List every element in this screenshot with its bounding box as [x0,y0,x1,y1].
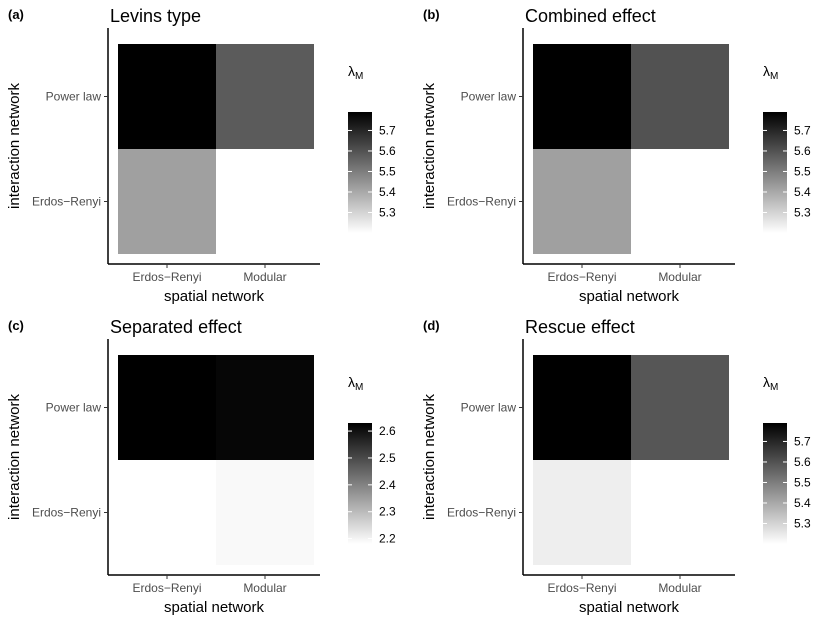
heatmap-cell [631,149,729,254]
legend-tick-label: 2.2 [379,532,396,546]
x-axis-title: spatial network [164,599,265,616]
legend-tick-label: 5.5 [794,164,811,178]
legend-tick-label: 5.7 [794,123,811,137]
y-axis-title: interaction network [421,394,438,520]
heatmap-cell [118,149,216,254]
legend-tick-label: 5.3 [794,516,811,530]
legend-tick-label: 5.6 [379,144,396,158]
chart-panel-d: Erdos−Renyi Power law Erdos−Renyi Modular (d… [421,317,811,616]
y-tick-label: Erdos−Renyi [32,506,101,520]
y-tick-label: Power law [46,401,102,415]
heatmap-cell [118,44,216,149]
heatmap-cell [631,44,729,149]
legend-tick-label: 5.3 [794,205,811,219]
heatmap-cell [631,355,729,460]
x-tick-label: Modular [243,270,286,284]
panel-d: Erdos−Renyi Power law Erdos−Renyi Modular (d… [415,311,830,622]
legend-tick-label: 2.5 [379,451,396,465]
legend-tick-label: 5.7 [379,123,396,137]
legend-title: λM [763,63,778,82]
chart-panel-b: Erdos−Renyi Power law Erdos−Renyi Modular (b… [421,6,811,305]
x-axis-title: spatial network [579,599,680,616]
legend-tick-label: 5.5 [794,475,811,489]
legend-tick-label: 5.6 [794,144,811,158]
legend-tick-label: 2.4 [379,478,396,492]
heatmap-cell [533,149,631,254]
y-axis-title: interaction network [6,394,23,520]
panel-tag: (c) [8,318,24,333]
x-tick-label: Erdos−Renyi [547,581,616,595]
legend-tick-label: 5.3 [379,205,396,219]
legend-tick-label: 5.4 [794,185,811,199]
y-axis-title: interaction network [421,83,438,209]
y-tick-label: Power law [461,401,517,415]
heatmap-cell [631,460,729,565]
heatmap-cell [216,355,314,460]
legend-tick-label: 5.4 [379,185,396,199]
y-tick-label: Erdos−Renyi [447,506,516,520]
chart-title: Combined effect [525,6,656,26]
chart-title: Rescue effect [525,317,635,337]
legend-tick-label: 2.6 [379,424,396,438]
panel-b: Erdos−Renyi Power law Erdos−Renyi Modular (b… [415,0,830,311]
x-axis-title: spatial network [579,288,680,305]
legend-tick-label: 2.3 [379,505,396,519]
chart-title: Separated effect [110,317,242,337]
legend-tick-label: 5.7 [794,434,811,448]
legend-tick-label: 5.4 [794,496,811,510]
legend-title: λM [348,63,363,82]
legend-tick-label: 5.6 [794,455,811,469]
x-axis-title: spatial network [164,288,265,305]
y-tick-label: Power law [46,90,102,104]
panel-tag: (d) [423,318,440,333]
heatmap-cell [533,44,631,149]
heatmap-cell [118,460,216,565]
chart-panel-a: Erdos−Renyi Power law Erdos−Renyi Modular (a… [6,6,396,305]
legend-title: λM [348,374,363,393]
heatmap-cell [216,460,314,565]
x-tick-label: Modular [658,270,701,284]
heatmap-cell [216,149,314,254]
panel-c: Erdos−Renyi Power law Erdos−Renyi Modular (c… [0,311,415,622]
y-tick-label: Power law [461,90,517,104]
legend-title: λM [763,374,778,393]
chart-title: Levins type [110,6,201,26]
y-tick-label: Erdos−Renyi [447,195,516,209]
y-tick-label: Erdos−Renyi [32,195,101,209]
heatmap-cell [216,44,314,149]
heatmap-cell [118,355,216,460]
x-tick-label: Modular [658,581,701,595]
x-tick-label: Erdos−Renyi [132,270,201,284]
x-tick-label: Erdos−Renyi [132,581,201,595]
heatmap-cell [533,355,631,460]
y-axis-title: interaction network [6,83,23,209]
chart-panel-c: Erdos−Renyi Power law Erdos−Renyi Modular (c… [6,317,396,616]
x-tick-label: Modular [243,581,286,595]
x-tick-label: Erdos−Renyi [547,270,616,284]
legend-tick-label: 5.5 [379,164,396,178]
heatmap-cell [533,460,631,565]
panel-a: Erdos−Renyi Power law Erdos−Renyi Modular (a… [0,0,415,311]
panel-tag: (b) [423,7,440,22]
panel-tag: (a) [8,7,24,22]
legend-colorbar [348,423,372,544]
